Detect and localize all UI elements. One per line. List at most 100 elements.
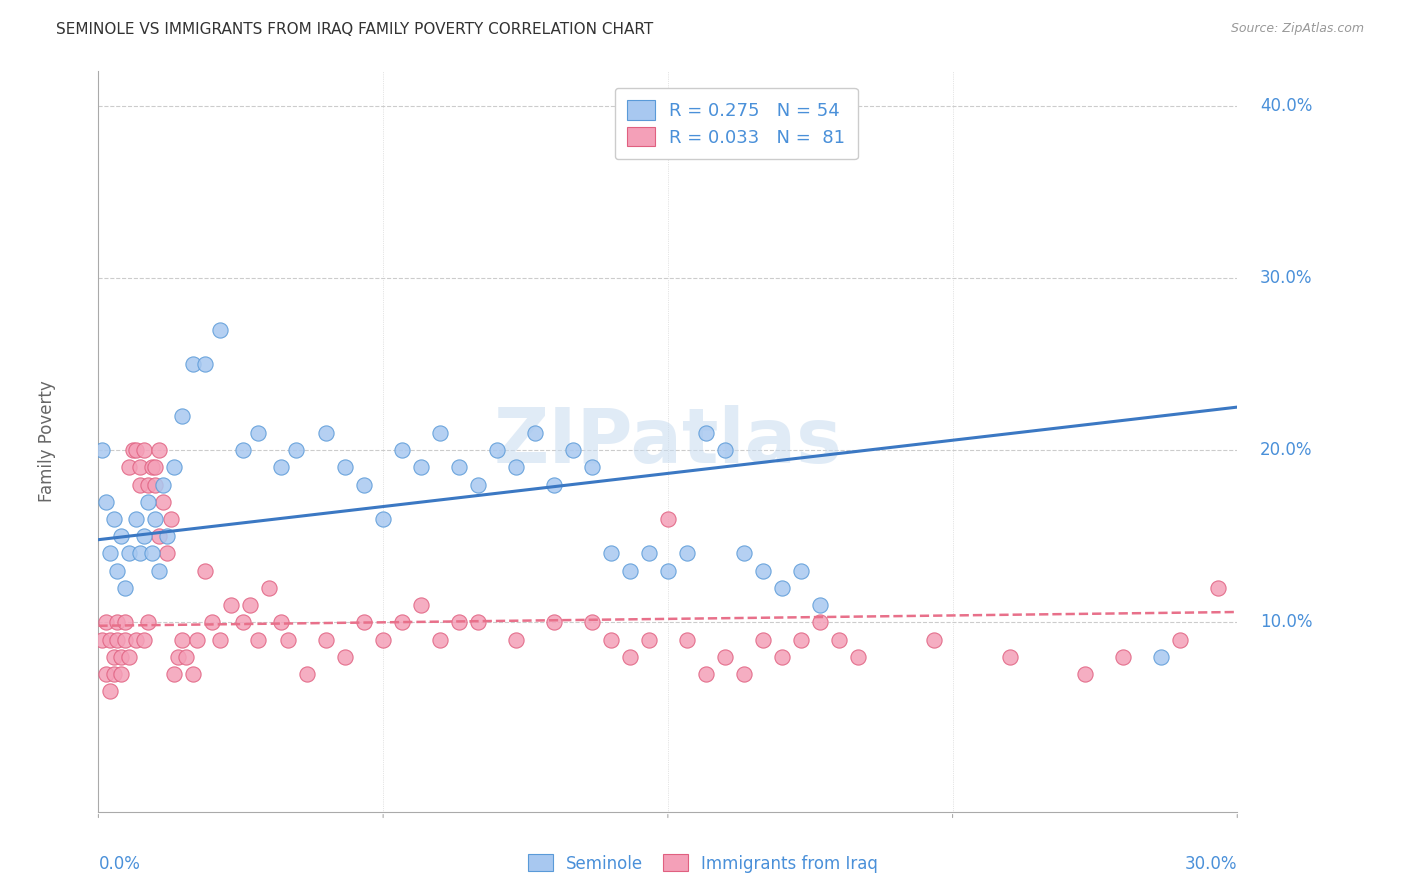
Point <box>107 564 129 578</box>
Point <box>619 649 641 664</box>
Point <box>221 598 243 612</box>
Legend: Seminole, Immigrants from Iraq: Seminole, Immigrants from Iraq <box>522 847 884 880</box>
Point <box>136 495 159 509</box>
Point <box>335 649 357 664</box>
Point <box>208 323 231 337</box>
Point <box>141 546 163 560</box>
Point <box>297 667 319 681</box>
Point <box>676 546 699 560</box>
Point <box>638 546 661 560</box>
Point <box>600 632 623 647</box>
Point <box>284 443 307 458</box>
Point <box>114 615 136 630</box>
Point <box>733 667 755 681</box>
Point <box>194 357 217 371</box>
Point <box>174 649 197 664</box>
Point <box>1112 649 1135 664</box>
Point <box>239 598 262 612</box>
Legend: R = 0.275   N = 54, R = 0.033   N =  81: R = 0.275 N = 54, R = 0.033 N = 81 <box>614 87 858 159</box>
Point <box>125 632 148 647</box>
Point <box>145 477 167 491</box>
Text: Source: ZipAtlas.com: Source: ZipAtlas.com <box>1230 22 1364 36</box>
Point <box>429 632 451 647</box>
Point <box>543 615 565 630</box>
Point <box>505 460 527 475</box>
Point <box>695 667 717 681</box>
Point <box>118 546 141 560</box>
Point <box>141 460 163 475</box>
Point <box>148 443 170 458</box>
Point <box>152 495 174 509</box>
Text: 30.0%: 30.0% <box>1185 855 1237 872</box>
Text: ZIPatlas: ZIPatlas <box>494 405 842 478</box>
Point <box>411 598 433 612</box>
Point <box>170 409 193 423</box>
Point <box>163 460 186 475</box>
Point <box>145 512 167 526</box>
Point <box>125 512 148 526</box>
Point <box>103 512 125 526</box>
Point <box>110 667 132 681</box>
Point <box>714 649 737 664</box>
Point <box>91 443 114 458</box>
Point <box>486 443 509 458</box>
Point <box>129 460 152 475</box>
Point <box>232 443 254 458</box>
Point <box>194 564 217 578</box>
Point <box>114 581 136 595</box>
Point <box>148 564 170 578</box>
Point <box>183 667 205 681</box>
Point <box>922 632 945 647</box>
Point <box>657 564 679 578</box>
Point <box>152 477 174 491</box>
Point <box>110 649 132 664</box>
Text: 20.0%: 20.0% <box>1260 442 1313 459</box>
Point <box>246 425 269 440</box>
Point <box>581 460 603 475</box>
Point <box>371 632 394 647</box>
Point <box>733 546 755 560</box>
Point <box>107 615 129 630</box>
Point <box>752 564 775 578</box>
Point <box>246 632 269 647</box>
Point <box>167 649 190 664</box>
Point <box>107 632 129 647</box>
Point <box>998 649 1021 664</box>
Point <box>1208 581 1230 595</box>
Point <box>449 615 471 630</box>
Point <box>714 443 737 458</box>
Text: SEMINOLE VS IMMIGRANTS FROM IRAQ FAMILY POVERTY CORRELATION CHART: SEMINOLE VS IMMIGRANTS FROM IRAQ FAMILY … <box>56 22 654 37</box>
Point <box>467 615 489 630</box>
Point <box>183 357 205 371</box>
Point <box>94 495 117 509</box>
Point <box>121 443 143 458</box>
Point <box>132 529 155 543</box>
Point <box>695 425 717 440</box>
Point <box>808 598 831 612</box>
Point <box>1150 649 1173 664</box>
Point <box>125 443 148 458</box>
Point <box>103 649 125 664</box>
Point <box>208 632 231 647</box>
Point <box>132 632 155 647</box>
Point <box>170 632 193 647</box>
Point <box>657 512 679 526</box>
Point <box>828 632 851 647</box>
Point <box>581 615 603 630</box>
Point <box>118 460 141 475</box>
Point <box>110 529 132 543</box>
Point <box>846 649 869 664</box>
Point <box>98 684 121 698</box>
Point <box>136 477 159 491</box>
Text: 10.0%: 10.0% <box>1260 614 1313 632</box>
Point <box>136 615 159 630</box>
Point <box>114 632 136 647</box>
Point <box>148 529 170 543</box>
Point <box>770 581 793 595</box>
Text: 0.0%: 0.0% <box>98 855 141 872</box>
Point <box>524 425 547 440</box>
Point <box>118 649 141 664</box>
Point <box>1170 632 1192 647</box>
Point <box>676 632 699 647</box>
Point <box>129 546 152 560</box>
